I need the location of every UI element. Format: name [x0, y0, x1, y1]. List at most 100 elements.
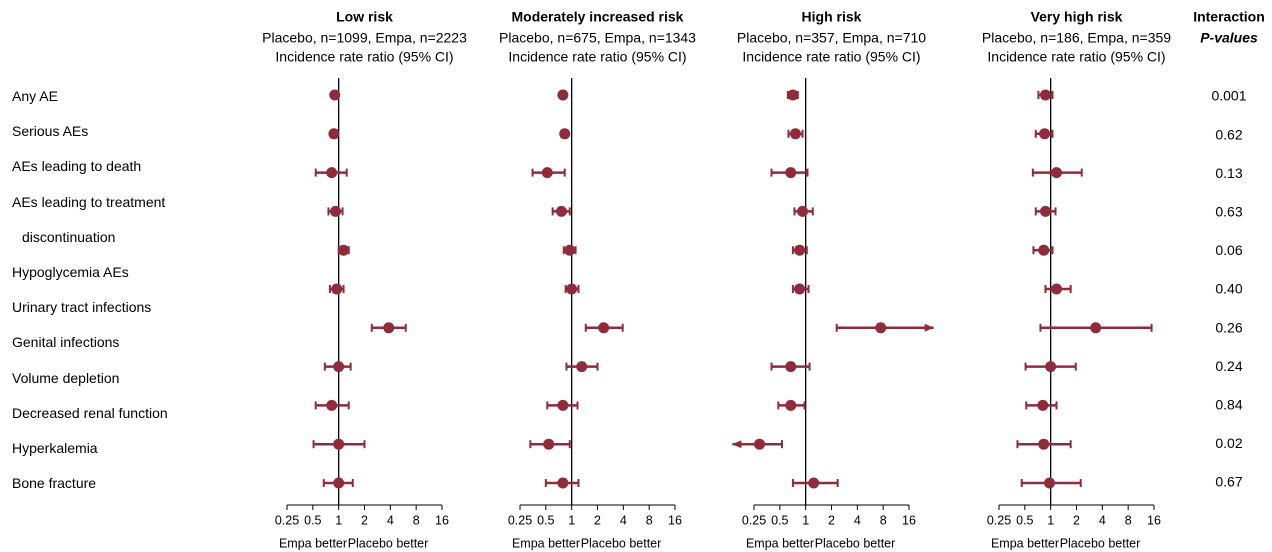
estimate-point — [557, 477, 569, 489]
estimate-point — [787, 89, 799, 101]
panel-subtitle: Placebo, n=1099, Empa, n=2223 — [262, 30, 467, 46]
row-label: AEs leading to death — [12, 158, 142, 175]
right-label: Placebo better — [1060, 536, 1141, 550]
row-label: Hypoglycemia AEs — [12, 264, 129, 281]
estimate-point — [383, 322, 395, 334]
estimate-point — [543, 438, 555, 450]
estimate-point — [754, 438, 766, 450]
x-tick-label: 4 — [1099, 513, 1106, 527]
estimate-point — [333, 477, 345, 489]
right-label: Placebo better — [815, 536, 896, 550]
x-tick-label: 1 — [802, 513, 809, 527]
estimate-point — [789, 128, 801, 140]
x-tick-label: 4 — [854, 513, 861, 527]
row-label: Hyperkalemia — [12, 440, 98, 457]
x-tick-label: 0.5 — [771, 513, 788, 527]
x-tick-label: 2 — [361, 513, 368, 527]
estimate-point — [566, 283, 578, 295]
row-label: Genital infections — [12, 334, 120, 351]
x-axis-title: Incidence rate ratio (95% CI) — [508, 49, 686, 65]
estimate-point — [541, 167, 553, 179]
x-tick-label: 0.25 — [987, 513, 1011, 527]
x-tick-label: 8 — [880, 513, 887, 527]
x-tick-label: 8 — [1125, 513, 1132, 527]
row-label: Decreased renal function — [12, 404, 168, 421]
estimate-point — [557, 89, 569, 101]
estimate-point — [326, 399, 338, 411]
x-tick-label: 1 — [1047, 513, 1054, 527]
row-label: AEs leading to treatment discontinuation — [12, 193, 166, 245]
estimate-point — [330, 205, 342, 217]
x-tick-label: 8 — [646, 513, 653, 527]
ci-arrow — [924, 323, 934, 332]
p-value: 0.62 — [1215, 126, 1242, 142]
estimate-point — [1044, 477, 1056, 489]
p-value: 0.06 — [1215, 242, 1242, 258]
estimate-point — [1039, 128, 1051, 140]
p-value: 0.001 — [1211, 88, 1246, 104]
panel-title: Low risk — [336, 9, 393, 25]
p-value: 0.40 — [1215, 281, 1242, 297]
row-label: Urinary tract infections — [12, 299, 152, 316]
panel-title: High risk — [802, 9, 862, 25]
estimate-point — [338, 244, 350, 256]
estimate-point — [1051, 283, 1063, 295]
x-tick-label: 0.5 — [304, 513, 321, 527]
estimate-point — [555, 205, 567, 217]
p-value: 0.26 — [1215, 319, 1242, 335]
estimate-point — [331, 283, 343, 295]
left-label: Empa better — [279, 536, 347, 550]
x-axis-title: Incidence rate ratio (95% CI) — [987, 49, 1165, 65]
x-tick-label: 0.25 — [275, 513, 299, 527]
p-value: 0.67 — [1215, 474, 1242, 490]
estimate-point — [875, 322, 887, 334]
estimate-point — [808, 477, 820, 489]
x-tick-label: 2 — [828, 513, 835, 527]
estimate-point — [1038, 244, 1050, 256]
estimate-point — [785, 167, 797, 179]
estimate-point — [1038, 438, 1050, 450]
left-label: Empa better — [512, 536, 580, 550]
estimate-point — [794, 244, 806, 256]
estimate-point — [1037, 399, 1049, 411]
x-axis-title: Incidence rate ratio (95% CI) — [742, 49, 920, 65]
left-label: Empa better — [746, 536, 814, 550]
panel-title: Moderately increased risk — [512, 9, 684, 25]
x-tick-label: 4 — [620, 513, 627, 527]
estimate-point — [794, 283, 806, 295]
estimate-point — [1039, 205, 1051, 217]
row-labels: Any AE Serious AEs AEs leading to death AEs… — [12, 79, 212, 501]
p-values-header: P-values — [1200, 30, 1258, 46]
x-tick-label: 4 — [387, 513, 394, 527]
p-value: 0.84 — [1215, 397, 1242, 413]
estimate-point — [557, 399, 569, 411]
p-value: 0.02 — [1215, 435, 1242, 451]
x-tick-label: 0.25 — [742, 513, 766, 527]
x-tick-label: 16 — [1147, 513, 1161, 527]
estimate-point — [1045, 361, 1057, 373]
panel-subtitle: Placebo, n=675, Empa, n=1343 — [499, 30, 696, 46]
x-tick-label: 0.25 — [508, 513, 532, 527]
estimate-point — [797, 205, 809, 217]
row-label: Any AE — [12, 88, 58, 104]
x-tick-label: 1 — [568, 513, 575, 527]
x-tick-label: 0.5 — [1016, 513, 1033, 527]
x-tick-label: 16 — [435, 513, 449, 527]
x-tick-label: 1 — [335, 513, 342, 527]
panel-subtitle: Placebo, n=357, Empa, n=710 — [737, 30, 926, 46]
ci-arrow — [732, 440, 742, 449]
estimate-point — [598, 322, 610, 334]
estimate-point — [559, 128, 571, 140]
estimate-point — [1090, 322, 1102, 334]
estimate-point — [333, 361, 345, 373]
estimate-point — [564, 244, 576, 256]
estimate-point — [1039, 89, 1051, 101]
panel-subtitle: Placebo, n=186, Empa, n=359 — [982, 30, 1171, 46]
right-label: Placebo better — [348, 536, 429, 550]
row-label: Serious AEs — [12, 123, 89, 140]
right-label: Placebo better — [581, 536, 662, 550]
x-tick-label: 2 — [1073, 513, 1080, 527]
x-axis-title: Incidence rate ratio (95% CI) — [275, 49, 453, 65]
row-label: Bone fracture — [12, 475, 97, 492]
